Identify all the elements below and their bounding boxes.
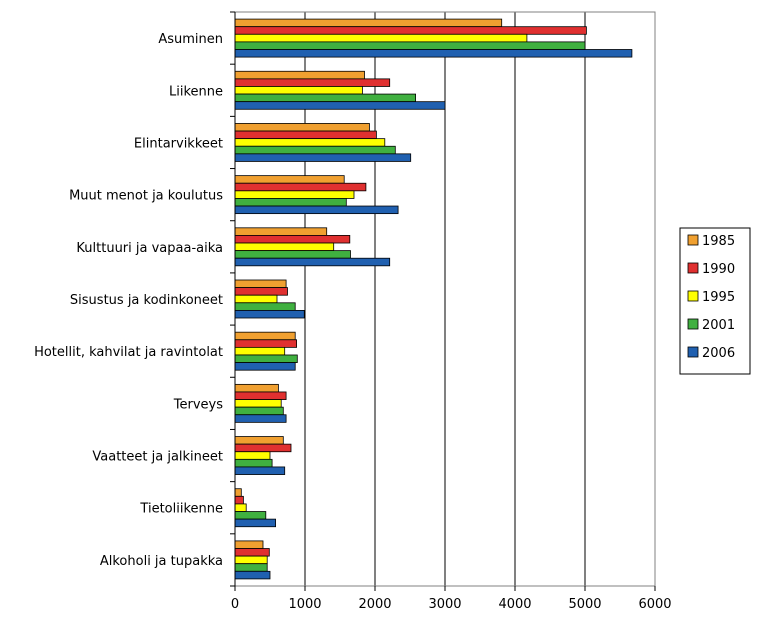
bar-1995 [234, 190, 355, 199]
x-tick-label: 2000 [358, 597, 391, 612]
bar-2006 [234, 362, 296, 371]
category-labels: Asuminen Liikenne Elintarvikkeet Muut menot… [34, 32, 223, 569]
bar-1985 [234, 18, 503, 28]
legend: 1985 1990 1995 2001 2006 [679, 227, 751, 375]
bar-2006 [234, 49, 633, 58]
category-label: Muut menot ja koulutus [69, 189, 223, 204]
category-label: Alkoholi ja tupakka [100, 554, 223, 569]
bar-1995 [234, 138, 386, 147]
bar-2006 [234, 570, 271, 580]
legend-swatch-1985 [687, 234, 699, 246]
bar-2006 [234, 153, 412, 162]
legend-swatch-2006 [687, 346, 699, 358]
legend-label: 1985 [702, 234, 735, 249]
category-label: Elintarvikkeet [134, 136, 223, 151]
legend-swatch-1995 [687, 290, 699, 302]
x-tick-labels: 0 1000 2000 3000 4000 5000 6000 [231, 597, 672, 612]
bar-1985 [234, 383, 279, 393]
bar-2006 [234, 257, 391, 267]
bar-1990 [234, 339, 297, 348]
bar-1990 [234, 235, 351, 244]
bar-1990 [234, 443, 292, 453]
bar-1990 [234, 391, 287, 400]
bar-1990 [234, 78, 391, 87]
bar-2001 [234, 511, 267, 520]
bar-1985 [234, 70, 365, 80]
bar-1995 [234, 294, 278, 304]
bar-2001 [234, 198, 347, 207]
bar-1995 [234, 346, 286, 356]
bar-2006 [234, 205, 399, 215]
bar-2006 [234, 466, 286, 475]
x-tick-label: 5000 [568, 597, 601, 612]
legend-label: 1990 [702, 262, 735, 277]
category-label: Hotellit, kahvilat ja ravintolat [34, 345, 223, 360]
bar-2006 [234, 101, 446, 110]
bar-1985 [234, 488, 242, 497]
bar-1990 [234, 495, 244, 505]
x-tick-label: 4000 [498, 597, 531, 612]
bar-1985 [234, 123, 370, 132]
bar-2006 [234, 518, 276, 528]
bar-2001 [234, 250, 351, 259]
bar-2001 [234, 458, 273, 468]
bar-1985 [234, 436, 284, 445]
legend-swatch-1990 [687, 262, 699, 274]
category-label: Kulttuuri ja vapaa-aika [76, 241, 223, 256]
bar-2006 [234, 309, 305, 319]
legend-swatch-2001 [687, 318, 699, 330]
x-tick-label: 0 [231, 597, 239, 612]
bar-2001 [234, 41, 586, 50]
bars-layer [234, 18, 633, 580]
bar-1985 [234, 227, 328, 236]
bar-1995 [234, 33, 528, 43]
bar-1985 [234, 331, 296, 341]
legend-label: 2006 [702, 346, 735, 361]
bar-1995 [234, 242, 335, 252]
bar-1990 [234, 26, 587, 35]
bar-1990 [234, 182, 367, 192]
category-label: Tietoliikenne [139, 502, 223, 517]
category-label: Asuminen [158, 32, 223, 47]
category-label: Terveys [173, 397, 223, 412]
bar-1995 [234, 555, 268, 565]
category-label: Vaatteet ja jalkineet [92, 450, 223, 465]
x-tick-label: 3000 [428, 597, 461, 612]
bar-2001 [234, 563, 268, 572]
bar-1995 [234, 451, 271, 460]
x-tick-label: 6000 [638, 597, 671, 612]
bar-2001 [234, 302, 296, 311]
axes [230, 11, 656, 591]
bar-2001 [234, 406, 284, 416]
bar-2006 [234, 414, 287, 423]
bar-2001 [234, 93, 417, 103]
bar-1995 [234, 86, 363, 95]
legend-label: 1995 [702, 290, 735, 305]
bar-1990 [234, 287, 288, 296]
bar-2001 [234, 145, 396, 155]
bar-1985 [234, 279, 287, 288]
category-label: Liikenne [169, 84, 223, 99]
x-tick-label: 1000 [288, 597, 321, 612]
bar-1985 [234, 540, 264, 549]
bar-1990 [234, 548, 270, 557]
legend-label: 2001 [702, 318, 735, 333]
bar-2001 [234, 354, 298, 363]
bar-1995 [234, 503, 247, 512]
bar-1995 [234, 399, 282, 408]
bar-1990 [234, 130, 377, 140]
category-label: Sisustus ja kodinkoneet [70, 293, 223, 308]
bar-1985 [234, 175, 345, 184]
